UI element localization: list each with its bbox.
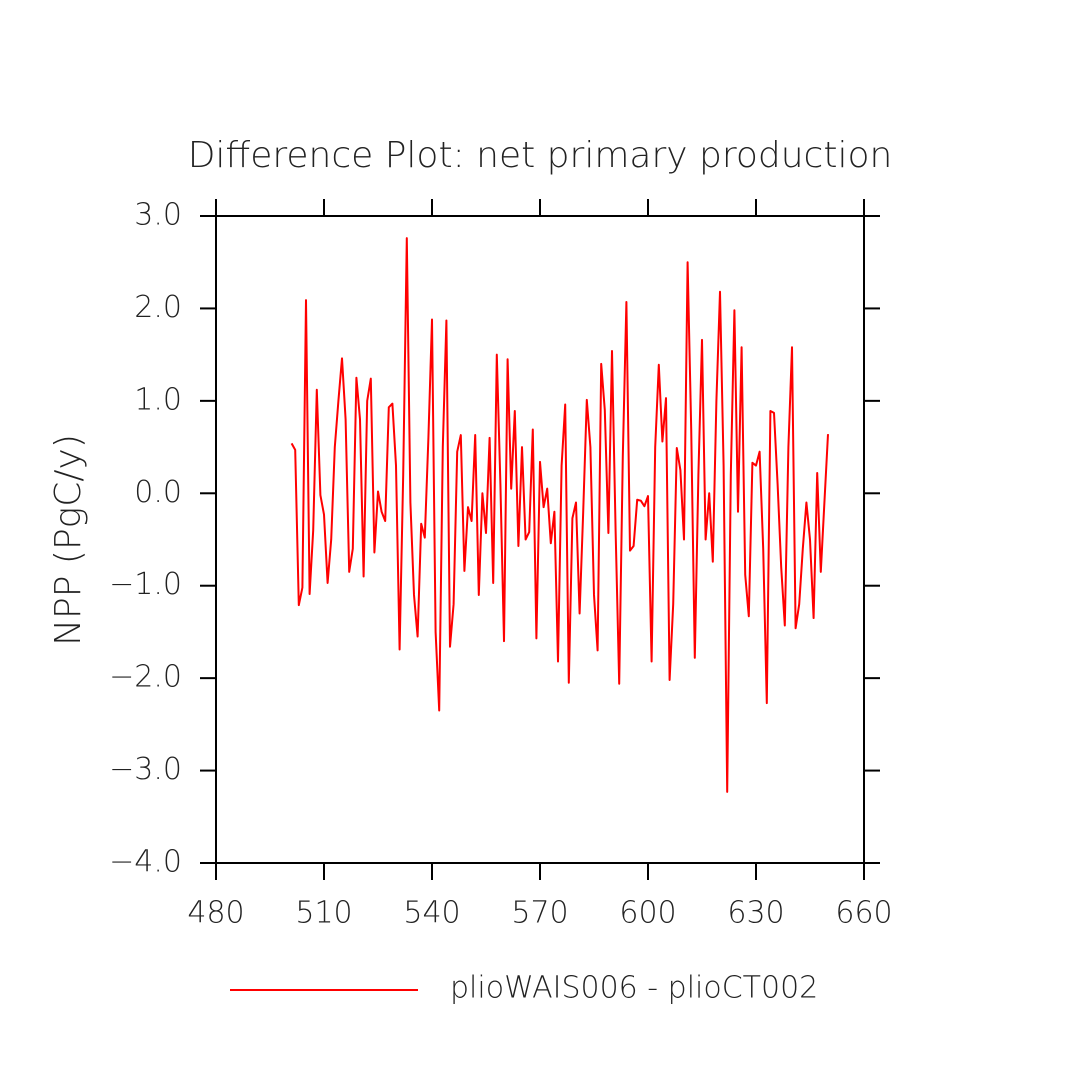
y-tick-label: 0.0 [134, 475, 182, 510]
y-tick-label: −3.0 [109, 752, 182, 787]
x-tick-label: 630 [727, 896, 784, 931]
y-tick-label: −4.0 [109, 845, 182, 880]
y-tick-label: 2.0 [134, 290, 182, 325]
y-tick-label: 1.0 [134, 382, 182, 417]
x-tick-label: 570 [511, 896, 568, 931]
legend-label: plioWAIS006 - plioCT002 [450, 971, 818, 1006]
x-tick-label: 540 [403, 896, 460, 931]
x-tick-label: 480 [187, 896, 244, 931]
chart-title: Difference Plot: net primary production [188, 135, 893, 176]
x-tick-label: 510 [295, 896, 352, 931]
data-line [290, 237, 829, 793]
y-tick-label: −1.0 [109, 567, 182, 602]
x-tick-label: 660 [835, 896, 892, 931]
x-tick-label: 600 [619, 896, 676, 931]
y-tick-label: 3.0 [134, 198, 182, 233]
y-tick-label: −2.0 [109, 660, 182, 695]
y-axis-label: NPP (PgC/y) [48, 434, 89, 646]
